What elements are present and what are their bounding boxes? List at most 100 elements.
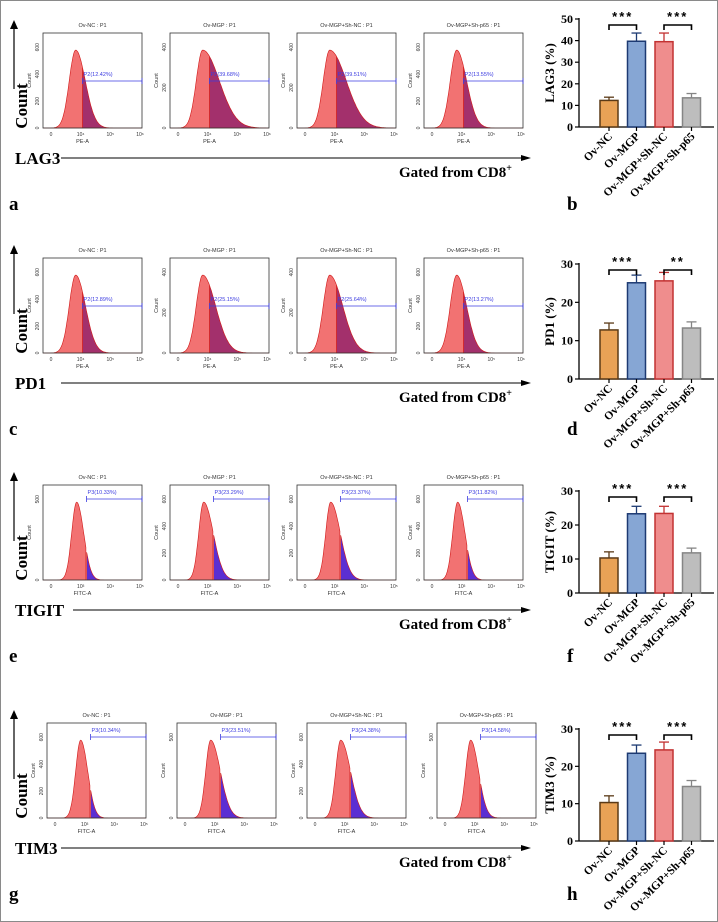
histogram-positive-area — [480, 783, 536, 819]
count-axis-label: Count — [12, 773, 31, 819]
x-tick-label: 10⁵ — [361, 132, 369, 138]
gated-text: Gated from CD8 — [399, 165, 507, 181]
y-tick-label: 200 — [35, 97, 41, 106]
y-tick-label: 600 — [416, 43, 422, 52]
x-tick-label: 10⁵ — [361, 357, 369, 363]
histogram-negative-area — [424, 49, 464, 129]
panel-letter-right: f — [567, 646, 574, 667]
panel-letter-left: e — [9, 646, 18, 667]
histogram-title: Ov-NC : P1 — [78, 475, 106, 481]
x-tick-label: 10⁵ — [263, 584, 271, 590]
x-axis-label: PE-A — [457, 139, 470, 145]
x-tick-label: 0 — [54, 822, 57, 828]
count-axis-label: Count — [12, 83, 31, 129]
y-tick-label: 200 — [162, 308, 168, 317]
x-tick-label: 10³ — [77, 584, 85, 590]
arrow-right-icon — [521, 380, 531, 386]
x-tick-label: 10⁵ — [140, 822, 148, 828]
bar — [626, 513, 647, 594]
histogram-title: Ov-MGP+Sh-NC : P1 — [320, 475, 372, 481]
y-tick-label: 0 — [35, 126, 41, 129]
histogram-title: Ov-MGP+Sh-NC : P1 — [320, 23, 372, 29]
x-tick-label: 10⁵ — [270, 822, 278, 828]
bar — [654, 749, 674, 842]
histogram-frame — [436, 722, 537, 819]
histogram-negative-area — [297, 274, 337, 354]
histogram-positive-area — [340, 535, 396, 581]
y-tick-label: 200 — [289, 308, 295, 317]
gate-percentage: P2(39.68%) — [211, 72, 240, 78]
y-tick-label: 600 — [39, 733, 45, 742]
histogram-title: Ov-MGP+Sh-p65 : P1 — [447, 248, 501, 254]
x-tick-label: 10⁵ — [234, 132, 242, 138]
histogram-title: Ov-MGP : P1 — [203, 248, 236, 254]
bar — [681, 552, 702, 594]
panel-letter-left: g — [9, 884, 19, 905]
y-tick-label: 10 — [561, 98, 573, 112]
histogram-positive-area — [336, 285, 396, 354]
y-tick-label: 0 — [162, 578, 168, 581]
histogram-frame — [46, 722, 147, 819]
gated-sup: + — [506, 853, 512, 864]
x-tick-label: 0 — [50, 132, 53, 138]
bar — [654, 40, 674, 128]
x-tick-label: 10⁵ — [234, 357, 242, 363]
y-tick-label: 600 — [416, 268, 422, 277]
y-tick-label: 400 — [289, 43, 295, 52]
marker-label: LAG3 — [15, 149, 61, 168]
y-tick-label: 400 — [162, 268, 168, 277]
y-tick-label: 20 — [561, 759, 573, 773]
x-tick-label: 0 — [304, 132, 307, 138]
gated-text: Gated from CD8 — [399, 617, 507, 633]
x-tick-label: 10⁴ — [458, 357, 466, 363]
x-tick-label: 10³ — [81, 822, 89, 828]
significance-bracket — [608, 24, 638, 30]
y-tick-label: 200 — [39, 787, 45, 796]
histogram-positive-area — [467, 549, 523, 581]
bar — [599, 329, 619, 380]
y-tick-label: 20 — [561, 518, 573, 532]
marker-label: TIGIT — [15, 601, 65, 620]
x-axis-label: FITC-A — [78, 829, 96, 835]
y-tick-label: 0 — [35, 578, 41, 581]
y-tick-label: 30 — [561, 55, 573, 69]
x-axis-label: FITC-A — [468, 829, 486, 835]
bar — [626, 752, 647, 842]
arrow-up-icon — [10, 472, 18, 481]
x-tick-label: 0 — [431, 584, 434, 590]
x-axis-label: FITC-A — [338, 829, 356, 835]
x-tick-label: 10⁶ — [390, 132, 398, 138]
bar — [626, 40, 647, 128]
y-tick-label: 400 — [416, 70, 422, 79]
x-tick-label: 10⁶ — [517, 132, 525, 138]
x-tick-label: 0 — [177, 357, 180, 363]
histogram-frame — [176, 722, 277, 819]
histogram-title: Ov-MGP+Sh-p65 : P1 — [447, 23, 501, 29]
significance-label: *** — [612, 254, 633, 269]
y-tick-label: 400 — [35, 70, 41, 79]
x-axis-label: PE-A — [203, 139, 216, 145]
x-tick-label: 0 — [177, 132, 180, 138]
gate-percentage: P3(10.34%) — [92, 728, 121, 734]
y-tick-label: 30 — [561, 257, 573, 271]
y-tick-label: 400 — [416, 522, 422, 531]
histogram-frame — [296, 484, 397, 581]
histogram-panel: Ov-MGP : P1 P2(25.15%) 0 10⁴ 10⁵ 10⁶ PE-A 0 200 4… — [154, 248, 271, 370]
y-tick-label: 0 — [162, 351, 168, 354]
gate-percentage: P2(13.55%) — [465, 72, 494, 78]
x-tick-label: 0 — [431, 132, 434, 138]
histogram-positive-area — [209, 56, 269, 129]
histogram-panel: Ov-MGP+Sh-NC : P1 P2(39.51%) 0 10⁴ 10⁵ 10⁶ PE-… — [281, 23, 398, 145]
x-axis-label: PE-A — [203, 364, 216, 370]
y-tick-label: 10 — [561, 334, 573, 348]
y-tick-label: 20 — [561, 295, 573, 309]
histogram-title: Ov-MGP : P1 — [210, 713, 243, 719]
y-tick-label: 400 — [416, 295, 422, 304]
y-axis-label: TIGIT (%) — [542, 511, 557, 573]
histogram-title: Ov-NC : P1 — [78, 23, 106, 29]
figure-row-tigit: Ov-NC : P1 P3(10.33%) 0 10³ 10⁴ 10⁵ FITC-A 0 500… — [1, 453, 717, 683]
significance-bracket — [663, 496, 693, 502]
histogram-panel: Ov-MGP : P1 P2(39.68%) 0 10⁴ 10⁵ 10⁶ PE-A 0 200 4… — [154, 23, 271, 145]
y-tick-label: 200 — [299, 787, 305, 796]
